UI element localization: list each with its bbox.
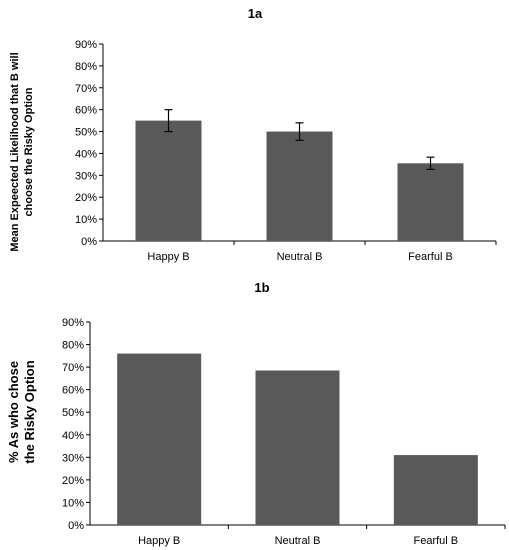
y-tick-label: 80%: [62, 340, 84, 352]
y-axis-label-line-2: choose the Risky Option: [23, 87, 35, 216]
y-tick-label: 60%: [62, 385, 84, 397]
bar-neutral-b: [255, 370, 340, 525]
y-tick-label: 30%: [62, 452, 84, 464]
y-tick-label: 40%: [75, 148, 97, 160]
x-tick-label: Neutral B: [277, 251, 323, 263]
y-tick-label: 10%: [62, 497, 84, 509]
bar-fearful-b: [397, 163, 464, 241]
y-tick-label: 90%: [62, 317, 84, 329]
bar-neutral-b: [266, 131, 333, 241]
y-tick-label: 0%: [68, 520, 84, 532]
y-tick-label: 30%: [75, 170, 97, 182]
x-tick-label: Happy B: [138, 535, 180, 547]
x-tick-label: Neutral B: [275, 535, 321, 547]
y-tick-label: 70%: [62, 362, 84, 374]
y-tick-label: 10%: [75, 214, 97, 226]
x-tick-label: Fearful B: [408, 251, 453, 263]
y-tick-label: 20%: [75, 192, 97, 204]
y-tick-label: 80%: [75, 61, 97, 73]
y-tick-label: 20%: [62, 475, 84, 487]
y-tick-label: 0%: [81, 236, 97, 248]
y-axis-label-line-1: % As who chose: [6, 361, 21, 463]
bar-fearful-b: [393, 455, 478, 525]
y-tick-label: 70%: [75, 83, 97, 95]
bar-happy-b: [135, 120, 202, 241]
y-tick-label: 90%: [75, 39, 97, 51]
chart-title: 1b: [254, 280, 269, 295]
bar-happy-b: [117, 353, 202, 525]
y-axis-label-line-2: the Risky Option: [22, 360, 37, 463]
y-tick-label: 60%: [75, 105, 97, 117]
x-tick-label: Fearful B: [414, 535, 459, 547]
chart-1a: 1a Mean Expeected Likelihood that B will…: [9, 6, 497, 263]
y-tick-label: 50%: [62, 407, 84, 419]
y-axis-label-line-1: Mean Expeected Likelihood that B will: [9, 52, 21, 251]
chart-title: 1a: [248, 6, 263, 21]
y-tick-label: 50%: [75, 127, 97, 139]
y-tick-label: 40%: [62, 430, 84, 442]
chart-1b: 1b % As who chose the Risky Option 0% 10%…: [6, 280, 506, 547]
x-tick-label: Happy B: [147, 251, 189, 263]
